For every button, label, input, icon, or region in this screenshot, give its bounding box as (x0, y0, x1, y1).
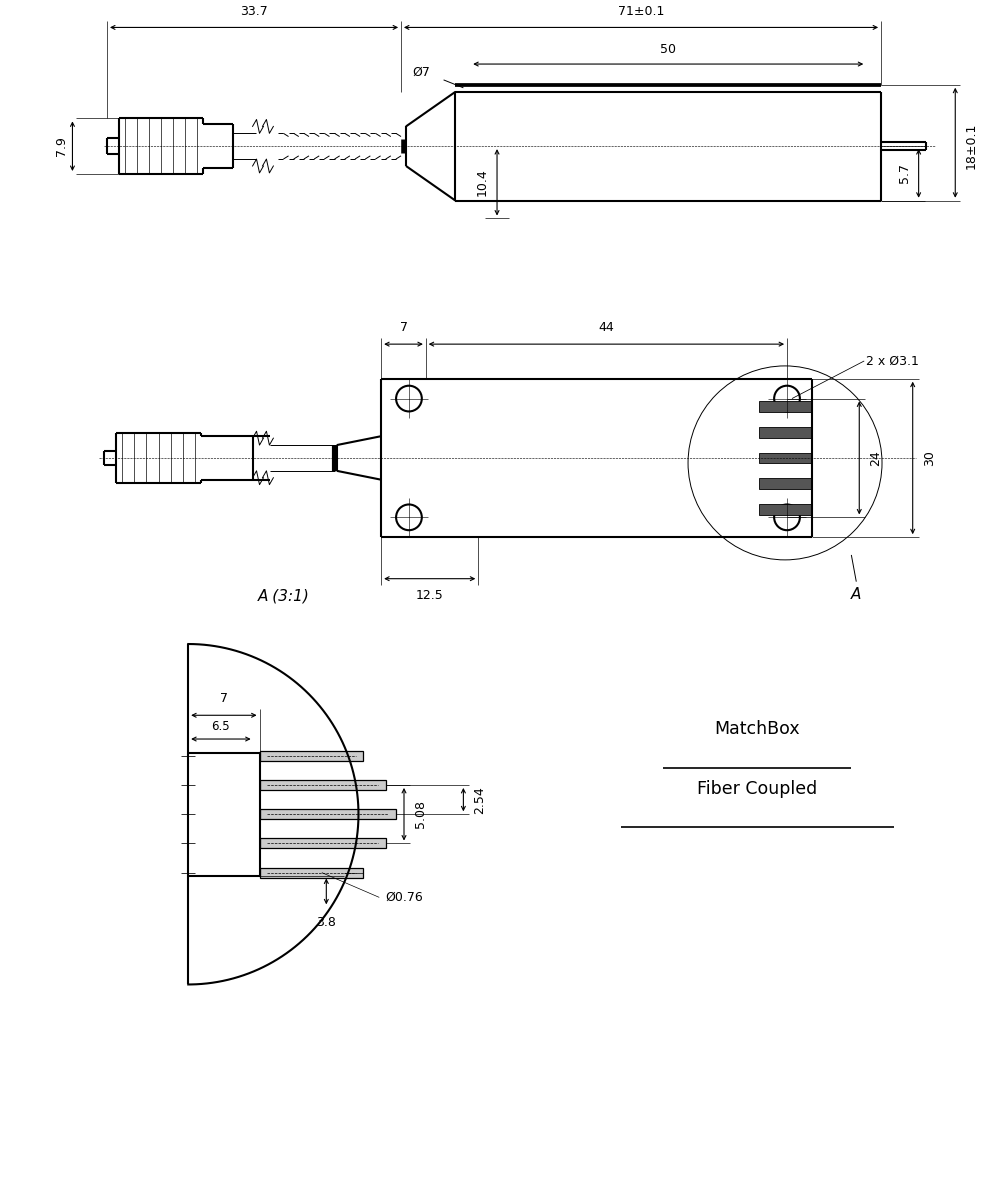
Text: A (3:1): A (3:1) (258, 588, 309, 604)
Bar (260, 810, 396, 819)
Text: 24: 24 (869, 450, 882, 466)
Text: 18±0.1: 18±0.1 (965, 123, 978, 170)
Text: MatchBox: MatchBox (715, 721, 800, 739)
Text: 6.5: 6.5 (212, 721, 230, 733)
Text: 2 x Ø3.1: 2 x Ø3.1 (866, 355, 919, 367)
Text: Ø0.76: Ø0.76 (385, 891, 423, 903)
Text: 30: 30 (923, 450, 936, 466)
Bar (260, 780, 386, 790)
Text: 5.08: 5.08 (414, 800, 427, 828)
Text: 12.5: 12.5 (416, 588, 444, 602)
Bar (260, 751, 363, 760)
Bar (260, 867, 363, 877)
Bar (759, 504, 811, 515)
Text: 7: 7 (220, 693, 228, 705)
Text: 7.9: 7.9 (55, 136, 68, 156)
Text: 5.7: 5.7 (898, 164, 911, 183)
Text: 50: 50 (660, 43, 676, 57)
Text: 10.4: 10.4 (476, 168, 489, 196)
Text: 33.7: 33.7 (240, 5, 268, 18)
Text: 71±0.1: 71±0.1 (618, 5, 664, 18)
Bar (759, 479, 811, 490)
Text: 3.8: 3.8 (316, 917, 336, 929)
Text: Fiber Coupled: Fiber Coupled (697, 780, 817, 798)
Text: 2.54: 2.54 (473, 786, 486, 813)
Text: 7: 7 (400, 321, 408, 334)
Bar (260, 838, 386, 848)
Bar (759, 452, 811, 463)
Text: Ø7: Ø7 (412, 65, 430, 78)
Bar (759, 401, 811, 411)
Bar (759, 427, 811, 438)
Text: A: A (851, 587, 861, 602)
Text: 44: 44 (599, 321, 614, 334)
